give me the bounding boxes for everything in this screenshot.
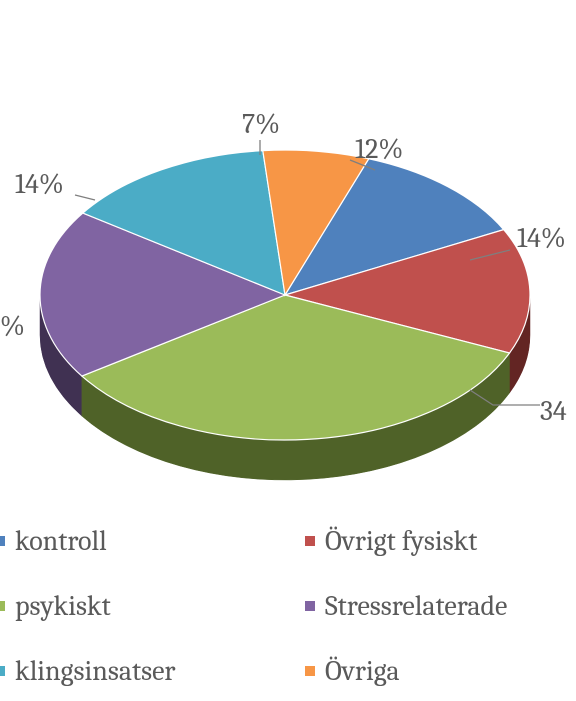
legend-label: klingsinsatser <box>15 655 176 687</box>
legend-item: Stressrelaterade <box>305 590 507 622</box>
pct-label: % <box>0 310 25 342</box>
legend-item: klingsinsatser <box>0 655 176 687</box>
legend-item: psykiskt <box>0 590 111 622</box>
pct-label: 12% <box>355 133 403 165</box>
legend-bullet <box>305 666 315 676</box>
leader-line <box>75 195 95 200</box>
legend-label: psykiskt <box>15 590 111 622</box>
legend-label: kontroll <box>15 525 107 557</box>
pct-label: 14% <box>15 168 64 200</box>
legend-bullet <box>305 601 315 611</box>
legend-label: Stressrelaterade <box>325 590 507 622</box>
legend-label: Övrigt fysiskt <box>325 525 477 557</box>
legend-item: Övrigt fysiskt <box>305 525 477 557</box>
pct-label: 7% <box>242 108 280 140</box>
legend-bullet <box>0 536 5 546</box>
legend-bullet <box>0 601 5 611</box>
pct-label: 14% <box>517 222 566 254</box>
legend-label: Övriga <box>325 655 400 687</box>
chart-stage: 12% 14% 34% 14% 7% kontroll Övrigt fysiskt psyk… <box>0 0 576 701</box>
legend-bullet <box>0 666 5 676</box>
legend-item: kontroll <box>0 525 107 557</box>
legend-item: Övriga <box>305 655 400 687</box>
legend-bullet <box>305 536 315 546</box>
pie-chart <box>0 0 576 500</box>
pct-label: 34 <box>540 395 567 427</box>
